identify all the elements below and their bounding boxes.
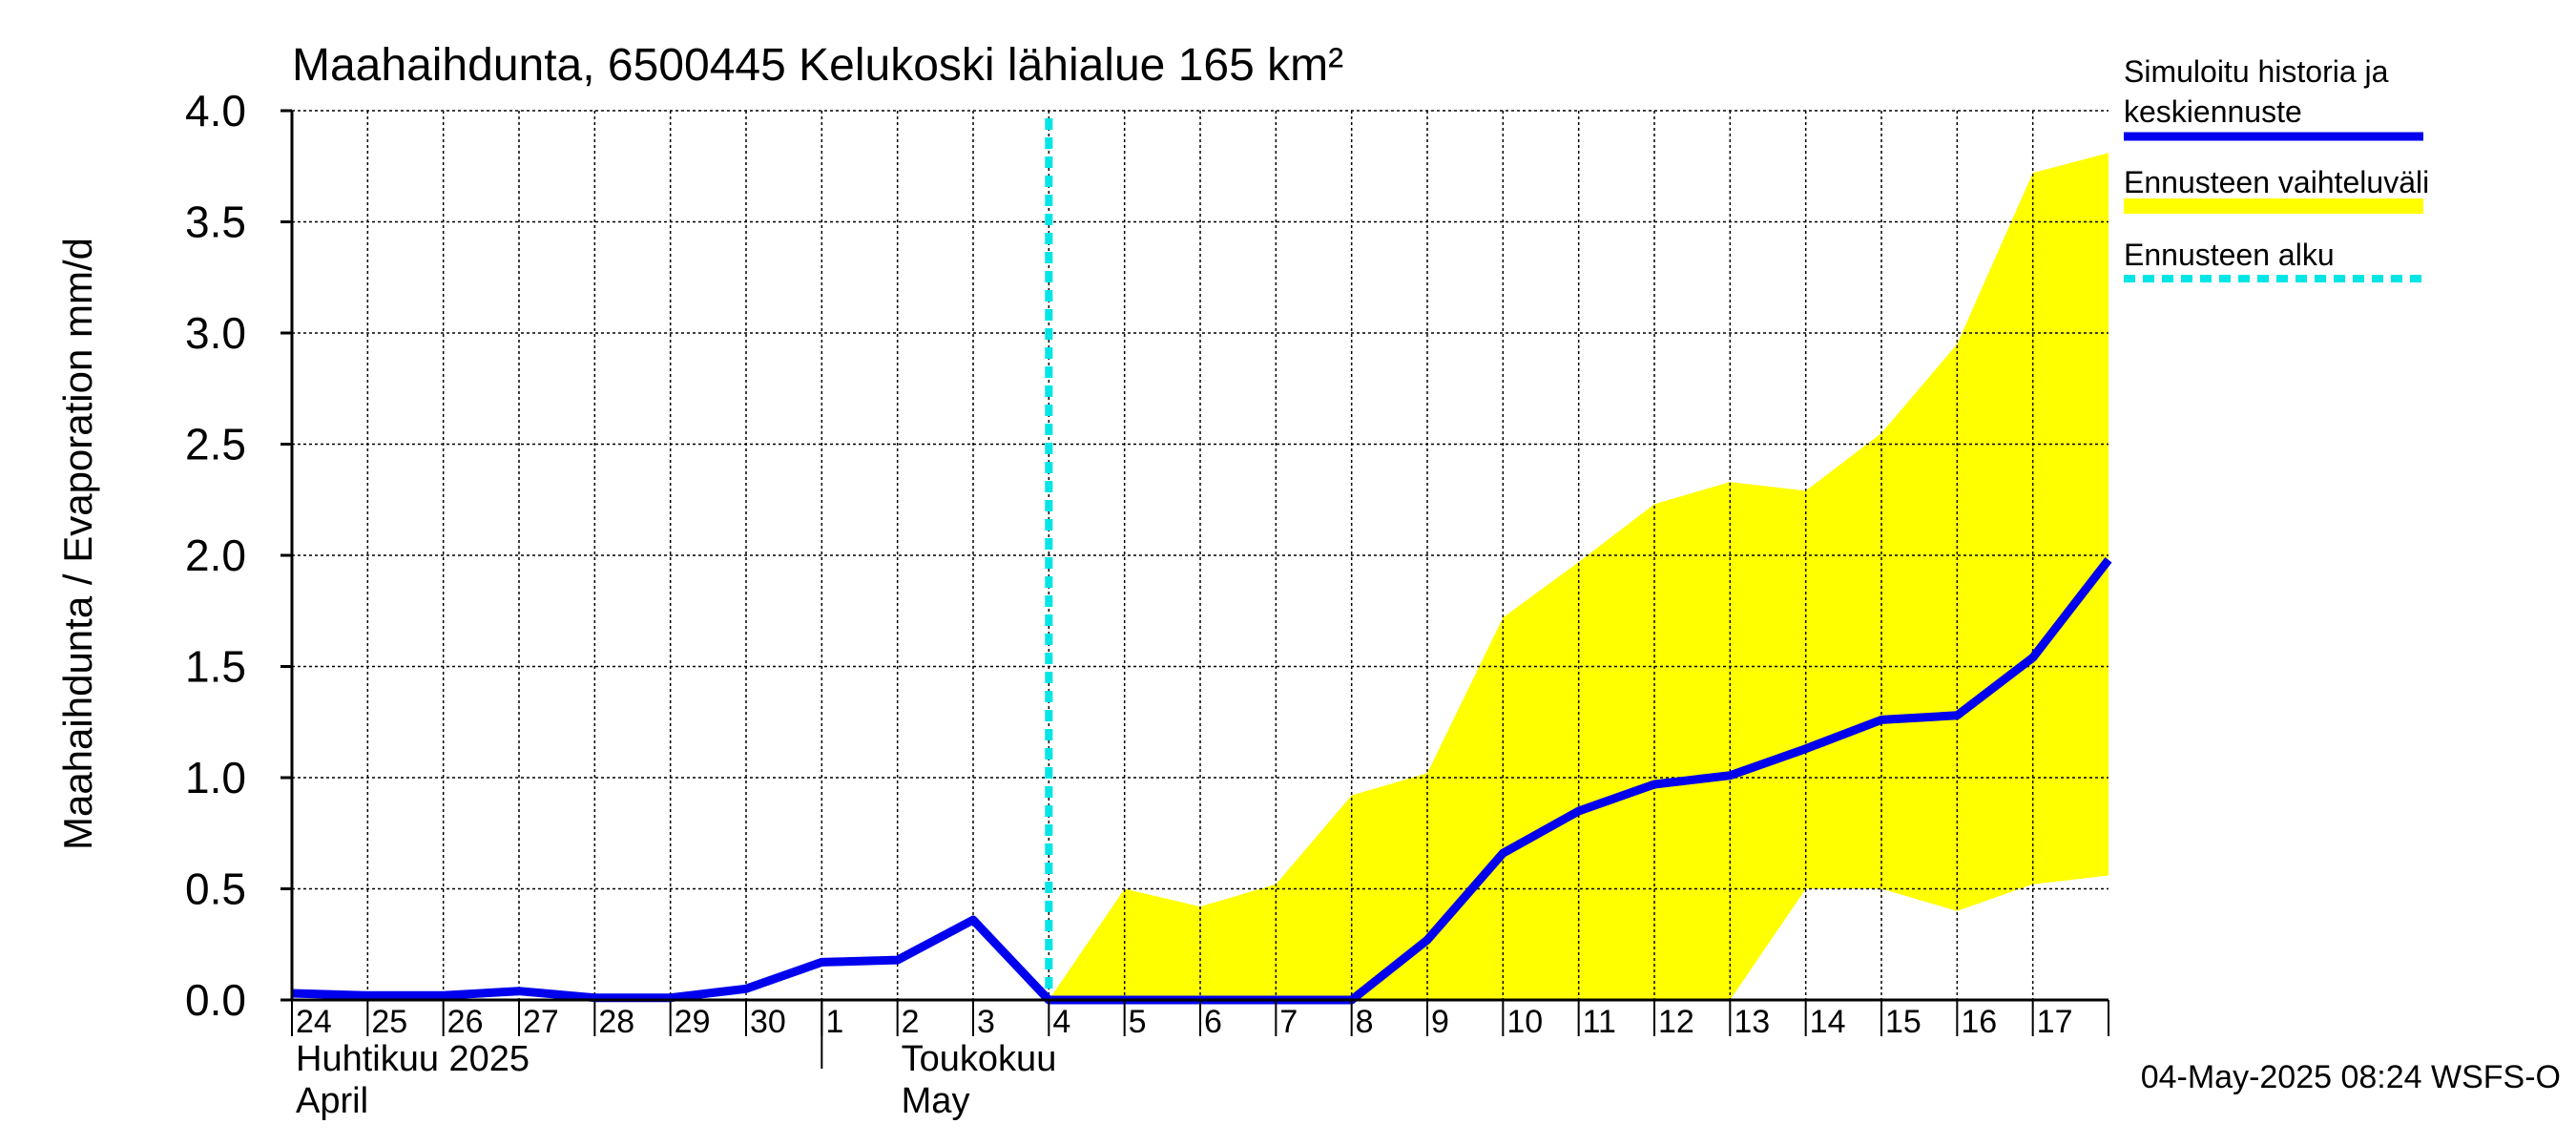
x-day-label: 14 (1810, 1004, 1846, 1040)
x-day-label: 28 (598, 1004, 634, 1040)
x-day-label: 30 (750, 1004, 786, 1040)
x-day-label: 1 (825, 1004, 843, 1040)
x-day-label: 9 (1431, 1004, 1449, 1040)
x-day-label: 17 (2037, 1004, 2073, 1040)
legend-label: Ennusteen vaihteluväli (2124, 165, 2429, 199)
y-axis-label: Maahaihdunta / Evaporation mm/d (55, 238, 100, 850)
timestamp-footer: 04-May-2025 08:24 WSFS-O (2141, 1059, 2561, 1095)
month-label-secondary: April (296, 1081, 368, 1121)
y-tick-label: 2.0 (185, 531, 246, 580)
x-day-label: 13 (1734, 1004, 1770, 1040)
legend: Simuloitu historia ja keskiennuste Ennuste… (2124, 54, 2429, 282)
x-day-label: 8 (1356, 1004, 1374, 1040)
y-tick-label: 0.0 (185, 975, 246, 1025)
x-day-label: 25 (371, 1004, 407, 1040)
x-day-label: 11 (1583, 1004, 1616, 1040)
month-label-primary: Huhtikuu 2025 (296, 1039, 530, 1079)
y-tick-label: 0.5 (185, 864, 246, 914)
y-tick-label: 1.5 (185, 642, 246, 692)
x-day-label: 12 (1658, 1004, 1694, 1040)
x-day-label: 29 (675, 1004, 711, 1040)
month-label-primary: Toukokuu (902, 1039, 1057, 1079)
y-tick-label: 1.0 (185, 753, 246, 802)
y-tick-label: 4.0 (185, 86, 246, 135)
y-tick-label: 3.5 (185, 198, 246, 247)
x-day-label: 4 (1052, 1004, 1070, 1040)
x-day-label: 15 (1885, 1004, 1922, 1040)
x-day-label: 7 (1279, 1004, 1298, 1040)
x-day-label: 5 (1129, 1004, 1147, 1040)
grid-layer (292, 110, 2109, 1001)
y-axis: 0.0 0.5 1.0 1.5 2.0 2.5 3.0 3.5 4.0 (185, 86, 292, 1025)
x-day-label: 6 (1204, 1004, 1222, 1040)
x-day-label: 16 (1961, 1004, 1997, 1040)
y-tick-label: 2.5 (185, 420, 246, 469)
x-axis: 24 25 26 27 28 29 30 1 2 3 4 5 6 7 8 9 10 11 12 13 14 15 16 17H… (291, 1000, 2109, 1121)
x-day-label: 3 (977, 1004, 995, 1040)
x-day-label: 10 (1506, 1004, 1543, 1040)
legend-label: Simuloitu historia ja (2124, 54, 2389, 89)
plot-area (290, 110, 2112, 1005)
chart-title: Maahaihdunta, 6500445 Kelukoski lähialue… (292, 40, 1343, 91)
x-day-label: 2 (902, 1004, 920, 1040)
x-day-label: 27 (523, 1004, 559, 1040)
x-day-label: 26 (447, 1004, 484, 1040)
legend-label-line2: keskiennuste (2124, 94, 2302, 129)
legend-label: Ennusteen alku (2124, 238, 2335, 272)
y-tick-label: 3.0 (185, 308, 246, 358)
x-day-label: 24 (296, 1004, 332, 1040)
month-label-secondary: May (902, 1081, 970, 1121)
